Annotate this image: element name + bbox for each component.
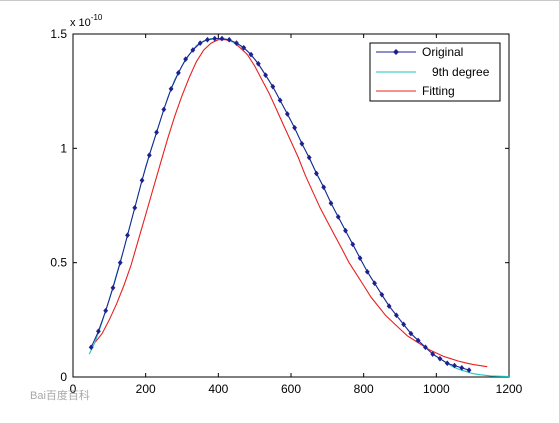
data-point-original (459, 364, 465, 371)
data-point-original (132, 204, 138, 211)
data-point-original (321, 184, 327, 191)
y-multiplier-label: x 10-10 (70, 13, 103, 29)
data-point-original (219, 35, 225, 42)
legend-label-original: Original (422, 45, 463, 59)
data-point-original (204, 36, 210, 43)
watermark-text: Bai百度百科 (30, 388, 90, 402)
data-point-original (139, 177, 145, 184)
y-tick-label: 0 (60, 370, 67, 384)
data-point-original (422, 344, 428, 351)
data-point-original (357, 255, 363, 262)
data-point-original (197, 40, 203, 47)
data-point-original (248, 51, 254, 58)
y-tick-label: 0.5 (50, 256, 67, 270)
data-point-original (415, 337, 421, 344)
legend: Original 9th degree Fitting (369, 42, 501, 102)
data-point-original (270, 83, 276, 90)
data-point-original (401, 321, 407, 328)
data-point-original (241, 44, 247, 51)
data-point-original (95, 328, 101, 335)
data-point-original (125, 232, 130, 239)
x-tick-label: 1000 (423, 382, 450, 396)
x-tick-label: 1200 (496, 382, 523, 396)
series-line-fitting (94, 39, 488, 368)
data-point-original (364, 268, 370, 275)
series-layer (88, 35, 510, 378)
data-point-original (110, 284, 116, 291)
data-point-original (335, 214, 341, 220)
data-point-original (306, 154, 312, 161)
data-point-original (263, 72, 269, 79)
data-point-original (430, 351, 436, 358)
y-tick-label: 1 (60, 141, 67, 155)
data-point-original (226, 36, 232, 43)
data-point-original (190, 47, 196, 53)
data-point-original (183, 56, 189, 63)
data-point-original (103, 307, 109, 314)
data-point-original (175, 69, 181, 76)
x-axis: 0 200 400 600 800 1000 1200 (70, 34, 523, 396)
legend-marker-original (393, 49, 399, 55)
x-tick-label: 800 (354, 382, 374, 396)
x-tick-label: 200 (136, 382, 156, 396)
data-point-original (408, 330, 414, 337)
data-point-original (234, 40, 239, 47)
data-point-original (393, 312, 399, 319)
data-point-original (343, 227, 348, 234)
data-point-original (161, 106, 167, 113)
data-point-original (168, 85, 174, 92)
data-point-original (146, 152, 152, 159)
data-point-original (299, 140, 305, 147)
y-tick-label: 1.5 (50, 27, 67, 41)
data-point-original (466, 367, 472, 374)
data-point-original (277, 97, 283, 104)
data-point-original (88, 344, 94, 351)
data-point-original (154, 129, 160, 136)
data-point-original (386, 303, 392, 310)
data-point-original (437, 355, 443, 362)
y-axis: 0 0.5 1 1.5 (50, 27, 509, 384)
legend-label-fitting: Fitting (422, 84, 455, 98)
x-tick-label: 0 (70, 382, 77, 396)
data-point-original (328, 200, 334, 207)
data-point-original (292, 124, 298, 131)
data-point-original (313, 170, 319, 177)
x-tick-label: 400 (208, 382, 228, 396)
data-point-original (284, 111, 290, 117)
data-point-original (350, 241, 356, 248)
data-point-original (444, 360, 450, 367)
data-point-original (372, 280, 378, 287)
data-point-original (255, 60, 261, 67)
watermark-logo: Bai百度百科 (30, 388, 90, 402)
data-point-original (212, 35, 218, 42)
data-point-original (117, 259, 123, 266)
data-point-original (452, 362, 457, 369)
legend-label-9th-degree: 9th degree (432, 65, 490, 79)
x-tick-label: 600 (281, 382, 301, 396)
data-point-original (379, 291, 385, 298)
